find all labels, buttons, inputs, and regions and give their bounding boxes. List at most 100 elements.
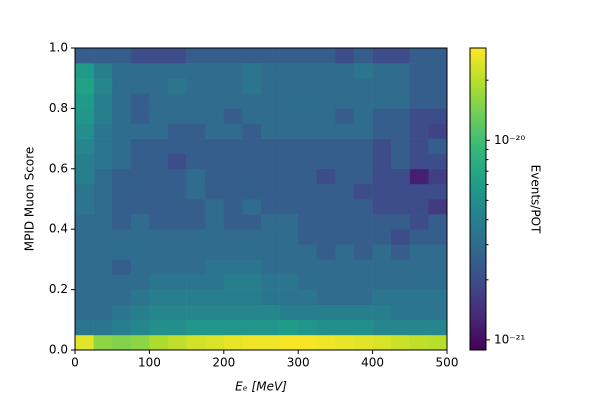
heatmap-cell (372, 199, 392, 215)
heatmap-cell (242, 153, 262, 170)
heatmap-cell (316, 199, 336, 215)
heatmap-cell (112, 168, 132, 185)
heatmap-cell (372, 108, 392, 124)
heatmap-cell (261, 183, 280, 200)
colorbar-segment (470, 108, 486, 112)
heatmap-cell (354, 199, 373, 215)
heatmap-cell (279, 304, 299, 321)
heatmap-cell (149, 153, 169, 170)
heatmap-cell (168, 63, 187, 79)
colorbar-segment (470, 174, 486, 179)
heatmap-cell (242, 319, 262, 336)
heatmap-cell (316, 183, 336, 200)
heatmap-cell (316, 319, 336, 336)
heatmap-cell (409, 183, 429, 200)
heatmap-cell (242, 93, 262, 109)
heatmap-cell (130, 244, 150, 260)
heatmap-cell (409, 153, 429, 170)
heatmap-cell (261, 214, 280, 230)
heatmap-cell (242, 108, 262, 124)
heatmap-cell (391, 153, 411, 170)
heatmap-cell (223, 304, 243, 321)
heatmap-cell (205, 244, 225, 260)
heatmap-cell (261, 138, 280, 154)
heatmap-cell (112, 199, 132, 215)
heatmap-cell (242, 168, 262, 185)
colorbar-segment (470, 223, 486, 227)
heatmap-cell (354, 153, 373, 170)
heatmap-cell (391, 93, 411, 109)
heatmap-cell (391, 138, 411, 154)
colorbar-segment (470, 295, 486, 300)
heatmap-cell (391, 63, 411, 79)
heatmap-cell (279, 289, 299, 305)
heatmap-cell (223, 259, 243, 275)
heatmap-cell (372, 274, 392, 290)
heatmap-cell (223, 48, 243, 64)
colorbar-segment (470, 343, 486, 348)
heatmap-cell (335, 183, 355, 200)
colorbar-segment (470, 159, 486, 164)
colorbar-segment (470, 153, 486, 158)
heatmap-cell (372, 319, 392, 336)
heatmap-cell (223, 123, 243, 139)
heatmap-cell (149, 63, 169, 79)
heatmap-cell (168, 123, 187, 139)
colorbar-segment (470, 319, 486, 324)
colorbar-segment (470, 265, 486, 269)
heatmap-cell (428, 259, 448, 275)
heatmap-cell (261, 123, 280, 139)
heatmap-cell (75, 168, 94, 185)
colorbar-segment (470, 205, 486, 209)
heatmap-cell (409, 244, 429, 260)
heatmap-cell (75, 123, 94, 139)
x-tick-label: 100 (138, 356, 161, 370)
heatmap-cell (223, 199, 243, 215)
heatmap-cell (335, 168, 355, 185)
colorbar-segment (470, 232, 486, 236)
heatmap-cell (354, 123, 373, 139)
colorbar-segment (470, 235, 486, 239)
heatmap-cell (261, 259, 280, 275)
heatmap-cell (391, 214, 411, 230)
colorbar-segment (470, 313, 486, 318)
heatmap-cell (93, 214, 113, 230)
heatmap-cell (409, 108, 429, 124)
heatmap-cell (391, 229, 411, 245)
heatmap-cell (391, 123, 411, 139)
heatmap-cell (372, 259, 392, 275)
heatmap-cell (298, 123, 318, 139)
colorbar-segment (470, 165, 486, 170)
heatmap-cell (112, 214, 132, 230)
heatmap-cell (186, 274, 206, 290)
heatmap-cell (205, 274, 225, 290)
heatmap-cell (409, 319, 429, 336)
heatmap-cell (316, 123, 336, 139)
heatmap-cell (261, 63, 280, 79)
heatmap-cell (130, 304, 150, 321)
heatmap-cell (149, 123, 169, 139)
heatmap-cell (112, 108, 132, 124)
heatmap-cell (168, 78, 187, 94)
colorbar-segment (470, 114, 486, 118)
heatmap-cell (372, 48, 392, 64)
colorbar-segment (470, 268, 486, 272)
colorbar-segment (470, 199, 486, 203)
heatmap-cell (242, 183, 262, 200)
heatmap-cell (205, 138, 225, 154)
heatmap-cell (168, 289, 187, 305)
heatmap-cell (242, 78, 262, 94)
heatmap-cell (205, 334, 225, 351)
heatmap-cell (149, 304, 169, 321)
heatmap-cell (372, 229, 392, 245)
heatmap-cell (316, 304, 336, 321)
colorbar-segment (470, 226, 486, 230)
heatmap-cell (130, 63, 150, 79)
colorbar-segment (470, 316, 486, 321)
heatmap-cell (112, 334, 132, 351)
colorbar-segment (470, 156, 486, 161)
heatmap-cell (335, 229, 355, 245)
heatmap-cell (93, 289, 113, 305)
heatmap-cell (354, 93, 373, 109)
colorbar-segment (470, 325, 486, 330)
